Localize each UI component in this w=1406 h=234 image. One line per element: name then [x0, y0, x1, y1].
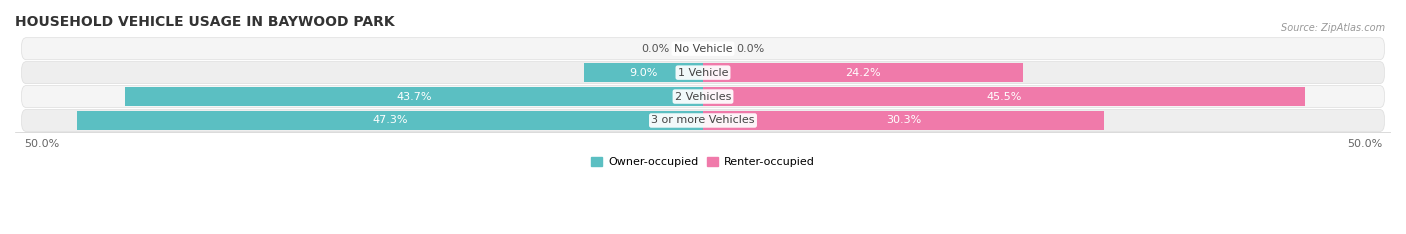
Text: Source: ZipAtlas.com: Source: ZipAtlas.com	[1281, 23, 1385, 33]
Text: 2 Vehicles: 2 Vehicles	[675, 91, 731, 102]
FancyBboxPatch shape	[21, 86, 1385, 108]
Bar	[703, 63, 1024, 82]
Text: 9.0%: 9.0%	[630, 68, 658, 78]
Text: 43.7%: 43.7%	[396, 91, 432, 102]
Text: 0.0%: 0.0%	[641, 44, 669, 54]
Bar	[703, 87, 1305, 106]
Text: No Vehicle: No Vehicle	[673, 44, 733, 54]
Bar	[77, 111, 703, 130]
Bar	[125, 87, 703, 106]
Text: HOUSEHOLD VEHICLE USAGE IN BAYWOOD PARK: HOUSEHOLD VEHICLE USAGE IN BAYWOOD PARK	[15, 15, 395, 29]
Text: 45.5%: 45.5%	[987, 91, 1022, 102]
FancyBboxPatch shape	[21, 62, 1385, 84]
Text: 47.3%: 47.3%	[373, 116, 408, 125]
FancyBboxPatch shape	[21, 38, 1385, 60]
Text: 1 Vehicle: 1 Vehicle	[678, 68, 728, 78]
Text: 3 or more Vehicles: 3 or more Vehicles	[651, 116, 755, 125]
FancyBboxPatch shape	[21, 110, 1385, 132]
Text: 0.0%: 0.0%	[737, 44, 765, 54]
Text: 24.2%: 24.2%	[845, 68, 882, 78]
Legend: Owner-occupied, Renter-occupied: Owner-occupied, Renter-occupied	[586, 152, 820, 172]
Bar	[703, 111, 1104, 130]
Bar	[583, 63, 703, 82]
Text: 30.3%: 30.3%	[886, 116, 921, 125]
